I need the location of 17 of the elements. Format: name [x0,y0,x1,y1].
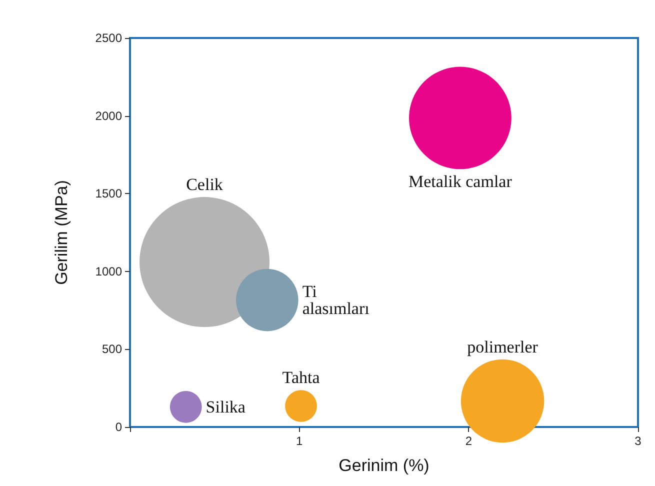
series-label: Ti alasımları [302,282,370,318]
y-tick-label: 1500 [95,186,122,201]
y-tick-label: 0 [115,420,122,434]
y-axis-title: Gerilim (MPa) [52,180,71,285]
x-axis-title: Gerinim (%) [338,456,430,475]
x-tick-label: 1 [296,434,303,448]
series-label: Silika [206,397,246,416]
series-label: Celik [186,175,224,194]
x-tick-label: 3 [634,434,642,448]
series-label: polimerler [467,337,538,356]
x-tick-label: 2 [465,434,472,448]
y-tick-label: 500 [102,342,122,356]
series-label: Tahta [282,368,320,388]
y-tick-label: 2000 [95,108,122,123]
y-tick-label: 1000 [95,264,122,278]
y-tick-label: 2500 [95,31,122,45]
series-label: Metalik camlar [408,172,512,192]
